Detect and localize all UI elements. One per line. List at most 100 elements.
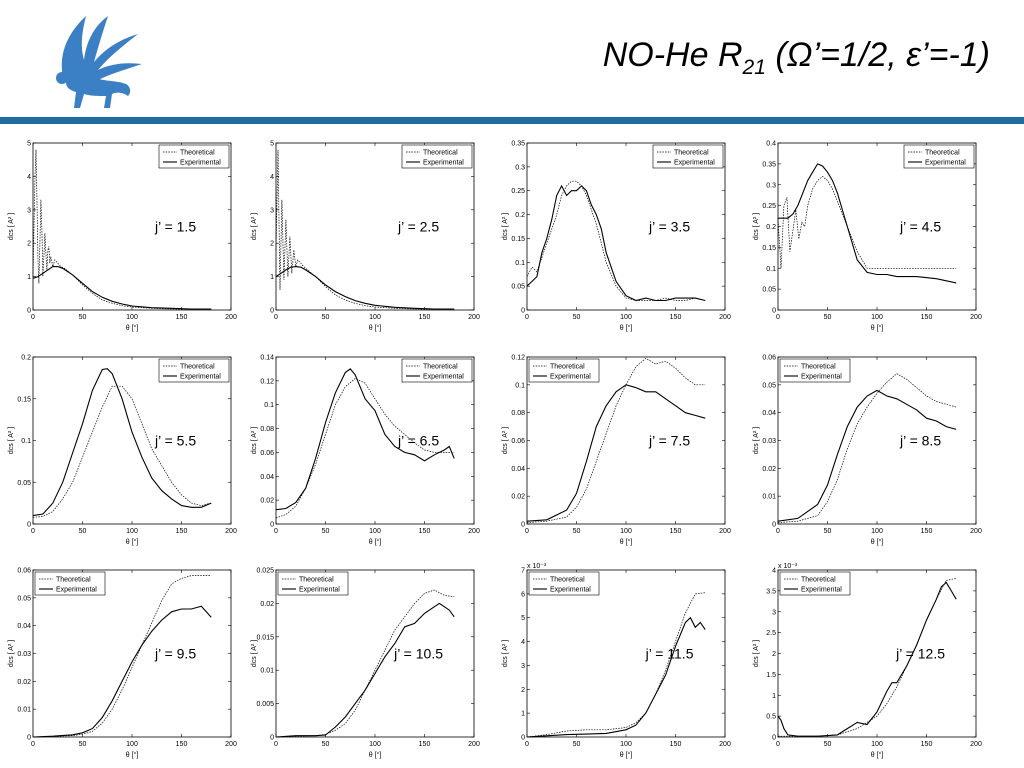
y-tick-label: 0.04 xyxy=(260,474,274,481)
y-tick-label: 3 xyxy=(772,609,776,616)
chart-panel-2: 0 50 100 150 200 0 1 2 3 4 5 θ [°] dcs [ A² ] Theoret… xyxy=(251,141,480,333)
y-axis-label: dcs [ A² ] xyxy=(8,213,15,240)
y-tick-label: 5 xyxy=(521,615,525,622)
x-tick-label: 200 xyxy=(719,314,731,321)
y-axis-label: dcs [ A² ] xyxy=(502,213,509,240)
y-tick-label: 0.5 xyxy=(766,714,776,721)
chart-panel-1: 0 50 100 150 200 0 1 2 3 4 5 θ [°] dcs [ A² ] Theoret… xyxy=(8,141,237,333)
x-tick-label: 50 xyxy=(79,314,87,321)
y-tick-label: 3 xyxy=(521,663,525,670)
panel-annotation: j’ = 11.5 xyxy=(645,646,694,662)
x-tick-label: 150 xyxy=(921,741,933,748)
y-tick-label: 2 xyxy=(521,687,525,694)
legend-label: Theoretical xyxy=(423,150,458,157)
y-tick-label: 2 xyxy=(772,651,776,658)
y-tick-label: 0.05 xyxy=(762,287,776,294)
y-tick-label: 2 xyxy=(27,241,31,248)
y-tick-label: 3 xyxy=(270,207,274,214)
x-tick-label: 200 xyxy=(970,741,982,748)
y-tick-label: 0 xyxy=(521,308,525,315)
series-line-experimental xyxy=(778,163,957,284)
panel-annotation: j’ = 6.5 xyxy=(397,433,439,449)
y-tick-label: 4 xyxy=(270,174,274,181)
x-tick-label: 150 xyxy=(419,528,431,535)
y-tick-label: 0.04 xyxy=(511,466,525,473)
x-tick-label: 0 xyxy=(31,314,35,321)
chart-panel-3: 0 50 100 150 200 0 0.05 0.1 0.15 0.2 0.25 0.3 0.35 θ … xyxy=(502,141,731,333)
y-tick-label: 1 xyxy=(772,693,776,700)
y-tick-label: 3.5 xyxy=(766,588,776,595)
x-tick-label: 150 xyxy=(419,314,431,321)
legend: Theoretical Experimental xyxy=(277,571,349,596)
x-axis-label: θ [°] xyxy=(620,751,633,759)
panel-annotation: j’ = 12.5 xyxy=(895,646,945,662)
legend-label: Theoretical xyxy=(423,364,458,371)
panel-annotation: j’ = 2.5 xyxy=(397,219,439,235)
legend-label: Experimental xyxy=(550,374,591,381)
y-axis-label: dcs [ A² ] xyxy=(502,427,509,454)
x-tick-label: 50 xyxy=(322,528,330,535)
chart-panel-5: 0 50 100 150 200 0 0.05 0.1 0.15 0.2 θ [°] dcs [ A²… xyxy=(8,355,237,547)
x-tick-label: 0 xyxy=(31,741,35,748)
x-tick-label: 100 xyxy=(126,528,138,535)
legend: Theoretical Experimental xyxy=(652,144,724,169)
y-tick-label: 2.5 xyxy=(766,630,776,637)
x-axis-label: θ [°] xyxy=(871,324,884,332)
x-tick-label: 0 xyxy=(31,528,35,535)
y-tick-label: 0.08 xyxy=(260,426,274,433)
y-tick-label: 0.1 xyxy=(515,382,525,389)
legend-label: Theoretical xyxy=(550,577,585,584)
y-tick-label: 0.4 xyxy=(766,141,776,148)
series-line-experimental xyxy=(32,266,212,310)
y-tick-label: 0.05 xyxy=(511,284,525,291)
legend: Theoretical Experimental xyxy=(158,358,230,383)
series-line-theoretical xyxy=(32,149,212,310)
panel-annotation: j’ = 1.5 xyxy=(154,219,196,235)
y-axis-label: dcs [ A² ] xyxy=(8,427,15,454)
legend-label: Theoretical xyxy=(180,364,215,371)
university-griffin-logo-icon xyxy=(56,16,142,108)
y-tick-label: 5 xyxy=(27,141,31,148)
x-tick-label: 100 xyxy=(620,741,632,748)
y-tick-label: 4 xyxy=(27,174,31,181)
panel-annotation: j’ = 7.5 xyxy=(648,433,690,449)
series-line-theoretical xyxy=(526,592,706,738)
y-tick-label: 0.02 xyxy=(762,466,776,473)
x-axis-label: θ [°] xyxy=(126,538,139,546)
legend-label: Theoretical xyxy=(299,577,334,584)
y-tick-label: 0.15 xyxy=(762,245,776,252)
legend: Theoretical Experimental xyxy=(34,571,106,596)
x-tick-label: 200 xyxy=(719,741,731,748)
slide-title-main: NO-He R xyxy=(602,36,743,74)
x-tick-label: 50 xyxy=(573,741,581,748)
y-tick-label: 0.1 xyxy=(766,266,776,273)
chart-panel-12: 0 50 100 150 200 0 0.5 1 1.5 2 2.5 3 3.5 4x 10⁻³ θ [°]… xyxy=(753,563,982,759)
x-tick-label: 50 xyxy=(824,314,832,321)
y-tick-label: 0.1 xyxy=(515,260,525,267)
legend-label: Experimental xyxy=(180,374,221,381)
legend-label: Experimental xyxy=(674,160,715,167)
y-tick-label: 0.1 xyxy=(21,438,31,445)
series-line-theoretical xyxy=(526,180,706,301)
series-line-experimental xyxy=(275,368,455,511)
y-tick-label: 0.3 xyxy=(766,182,776,189)
y-tick-label: 0.03 xyxy=(17,651,31,658)
x-tick-label: 200 xyxy=(225,741,237,748)
y-tick-label: 1 xyxy=(27,274,31,281)
y-tick-label: 6 xyxy=(521,591,525,598)
y-tick-label: 0.06 xyxy=(260,450,274,457)
y-tick-label: 0 xyxy=(521,522,525,529)
chart-panel-9: 0 50 100 150 200 0 0.01 0.02 0.03 0.04 0.05 0.06 θ [… xyxy=(8,568,237,760)
y-tick-label: 0 xyxy=(27,735,31,742)
y-tick-label: 4 xyxy=(772,568,776,575)
series-line-theoretical xyxy=(32,385,212,518)
y-tick-label: 0 xyxy=(521,735,525,742)
x-tick-label: 200 xyxy=(468,314,480,321)
legend-label: Experimental xyxy=(423,374,464,381)
legend-label: Experimental xyxy=(423,160,464,167)
y-tick-label: 0 xyxy=(270,735,274,742)
x-tick-label: 100 xyxy=(369,314,381,321)
chart-panel-6: 0 50 100 150 200 0 0.02 0.04 0.06 0.08 0.1 0.12 0.14… xyxy=(251,355,480,547)
y-tick-label: 0.01 xyxy=(17,707,31,714)
y-axis-label: dcs [ A² ] xyxy=(753,427,760,454)
